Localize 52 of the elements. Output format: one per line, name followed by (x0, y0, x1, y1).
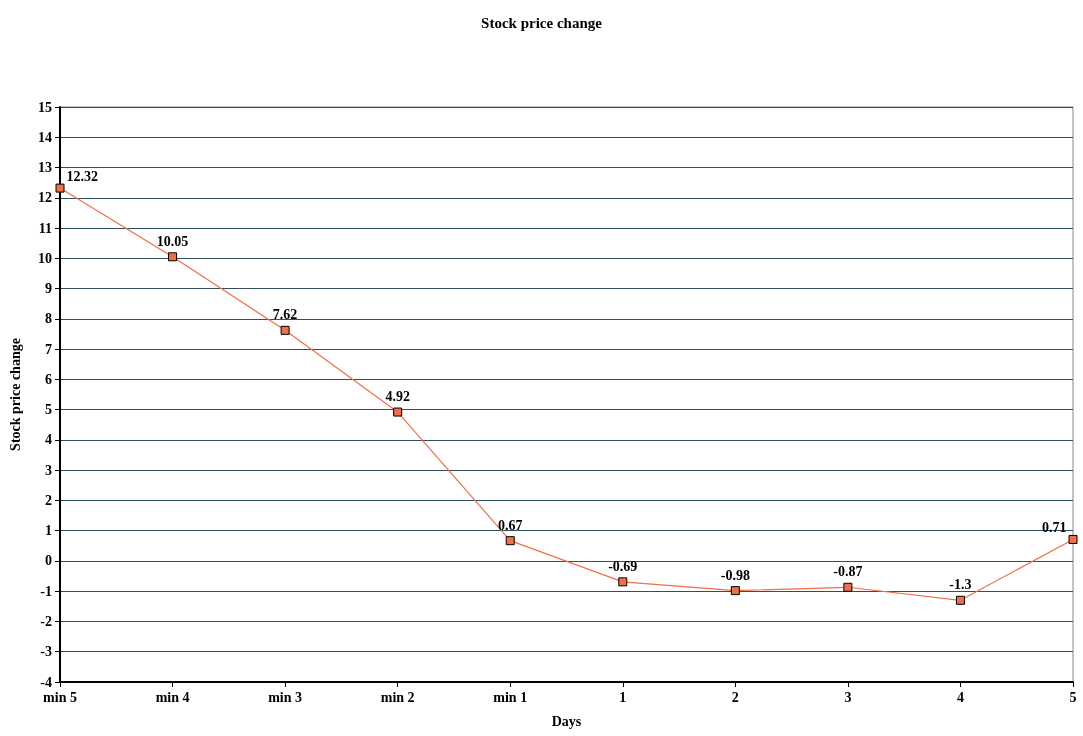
y-tick-label: 9 (45, 281, 52, 297)
y-tick-label: 3 (45, 462, 52, 478)
data-label: 0.67 (497, 517, 523, 533)
y-tick-label: -2 (40, 613, 52, 629)
y-tick-label: 4 (45, 432, 52, 448)
point (55, 183, 65, 193)
y-tick-label: 13 (38, 160, 52, 176)
data-label: 12.32 (66, 168, 98, 184)
y-tick-label: 7 (45, 341, 52, 357)
y-tick-label: 15 (38, 99, 52, 115)
point (505, 536, 515, 546)
x-tick-label: min 2 (380, 689, 415, 705)
data-label: -0.87 (833, 564, 863, 580)
point (730, 586, 740, 596)
y-tick-label: -1 (40, 583, 52, 599)
x-axis-title: Days (551, 713, 582, 729)
y-tick-label: 2 (45, 492, 52, 508)
y-tick-label: 6 (45, 371, 52, 387)
data-label: 4.92 (385, 389, 410, 405)
y-axis-title: Stock price change (7, 338, 23, 451)
point (168, 252, 178, 262)
y-tick-label: 12 (38, 190, 52, 206)
chart-title: Stock price change (481, 14, 603, 31)
x-tick-label: 5 (1069, 689, 1077, 705)
y-tick-label: 8 (45, 311, 52, 327)
data-label: 7.62 (272, 307, 298, 323)
point (618, 577, 628, 587)
y-tick-label: -3 (40, 644, 52, 660)
y-tick-label: 5 (45, 402, 52, 418)
y-tick-label: -4 (40, 674, 52, 690)
y-tick-label: 10 (38, 250, 52, 266)
x-tick-label: min 1 (493, 689, 528, 705)
y-tick-label: 0 (45, 553, 52, 569)
point (843, 582, 853, 592)
point (393, 407, 403, 417)
y-tick-label: 1 (45, 523, 52, 539)
point (1068, 534, 1078, 544)
x-tick-label: 3 (844, 689, 852, 705)
x-tick-label: 1 (619, 689, 627, 705)
data-label: -0.69 (608, 558, 638, 574)
point (280, 325, 290, 335)
point (955, 595, 965, 605)
y-tick-label: 14 (38, 129, 52, 145)
data-label: -0.98 (720, 567, 750, 583)
data-label: -1.3 (949, 577, 972, 593)
x-tick-label: 4 (956, 689, 964, 705)
x-tick-label: min 3 (268, 689, 303, 705)
x-tick-label: min 4 (155, 689, 190, 705)
y-tick-label: 11 (38, 220, 52, 236)
x-tick-label: min 5 (43, 689, 77, 705)
x-tick-label: 2 (731, 689, 739, 705)
data-label: 10.05 (156, 233, 189, 249)
